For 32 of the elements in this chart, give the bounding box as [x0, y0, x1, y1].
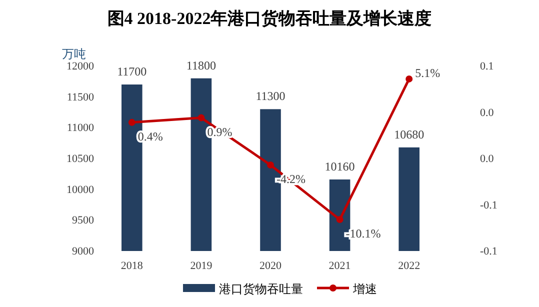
- y-axis-title: 万吨: [62, 47, 86, 61]
- data-label: 11800: [186, 58, 216, 72]
- x-tick-label: 2018: [120, 260, 144, 272]
- y-tick-label: 9500: [72, 214, 94, 227]
- y-tick-label: 12000: [66, 60, 94, 73]
- y-tick-label: 10500: [66, 153, 94, 166]
- data-label: 10680: [394, 127, 424, 142]
- data-label: 11300: [256, 89, 286, 104]
- point: [267, 161, 274, 168]
- x-tick-label: 2019: [190, 260, 213, 272]
- y2-tick-label: -0.1: [480, 199, 498, 212]
- y-tick-label: 10000: [66, 184, 94, 196]
- y2-tick-label: -0.1: [480, 246, 498, 258]
- x-tick-label: 2021: [328, 260, 351, 272]
- data-label: 11700: [117, 64, 147, 78]
- point: [198, 114, 205, 122]
- y2-tick-label: 0.0: [480, 106, 494, 119]
- point: [128, 118, 136, 126]
- data-label: 10160: [324, 159, 355, 174]
- data-label: 5.1%: [415, 66, 440, 80]
- y2-tick-label: 0.1: [480, 60, 494, 73]
- y-tick-label: 9000: [72, 246, 94, 258]
- point: [336, 216, 344, 224]
- x-tick-label: 2020: [260, 260, 282, 272]
- y-tick-label: 11500: [66, 91, 94, 104]
- y2-tick-label: 0.0: [480, 153, 494, 166]
- point: [406, 75, 413, 82]
- y-tick-label: 11000: [66, 122, 94, 134]
- x-tick-label: 2022: [398, 260, 420, 272]
- legend-label: 港口货物吞吐量: [219, 282, 303, 296]
- legend-label: 增速: [352, 282, 377, 296]
- chart-title: 图4 2018-2022年港口货物吞吐量及增长速度: [107, 9, 432, 28]
